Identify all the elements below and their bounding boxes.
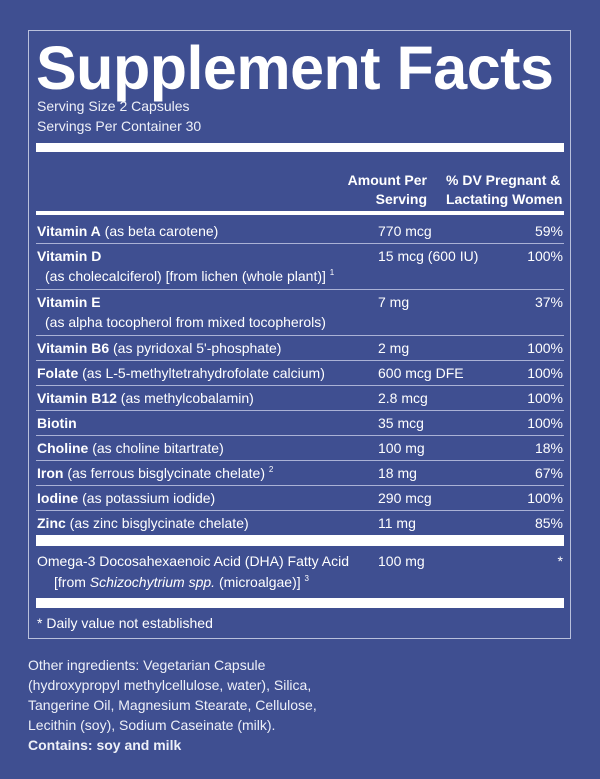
source-organism: Schizochytrium spp. <box>89 574 216 590</box>
nutrient-row: Vitamin A (as beta carotene) 770 mcg 59% <box>36 219 564 244</box>
nutrient-name: Iodine (as potassium iodide) <box>37 490 215 506</box>
dv-header-line2: Lactating Women <box>446 191 563 207</box>
source-prefix: [from <box>54 574 90 590</box>
nutrient-label: Folate <box>37 365 79 381</box>
nutrient-name: Iron (as ferrous bisglycinate chelate) 2 <box>37 465 273 481</box>
nutrient-label: Iodine <box>37 490 79 506</box>
nutrient-dv: 100% <box>527 340 563 356</box>
thick-divider <box>36 598 564 608</box>
nutrient-dv: 37% <box>534 294 563 310</box>
nutrient-amount: 7 mg <box>378 294 410 310</box>
nutrient-row: Zinc (as zinc bisglycinate chelate) 11 mg… <box>36 511 564 535</box>
nutrient-table: Vitamin A (as beta carotene) 770 mcg 59% Vi… <box>36 219 564 535</box>
dv-column-header: % DV Pregnant & Lactating Women <box>446 171 563 209</box>
nutrient-amount: 35 mcg <box>378 415 424 431</box>
nutrient-label: Vitamin D <box>37 248 102 264</box>
nutrient-amount: 11 mg <box>378 515 416 531</box>
daily-value-footnote: * Daily value not established <box>37 615 213 631</box>
supplement-facts-panel: Supplement Facts Serving Size 2 Capsules… <box>28 30 571 639</box>
nutrient-label: Zinc <box>37 515 66 531</box>
nutrient-row: Vitamin B6 (as pyridoxal 5'-phosphate) 2 … <box>36 336 564 361</box>
nutrient-row: Folate (as L-5-methyltetrahydrofolate ca… <box>36 361 564 386</box>
nutrient-label: Vitamin E <box>37 294 101 310</box>
nutrient-source: (as zinc bisglycinate chelate) <box>65 515 249 531</box>
allergen-statement: Contains: soy and milk <box>28 737 182 753</box>
dv-header-line1: % DV Pregnant & <box>446 172 561 188</box>
nutrient-source: (as cholecalciferol) [from lichen (whole… <box>45 268 334 284</box>
nutrient-dv: * <box>557 553 563 569</box>
nutrient-amount: 600 mcg DFE <box>378 365 464 381</box>
nutrient-source: (as pyridoxal 5'-phosphate) <box>109 340 282 356</box>
footnote-ref: 1 <box>329 268 335 277</box>
nutrient-row: Iron (as ferrous bisglycinate chelate) 2… <box>36 461 564 486</box>
servings-per-container: Servings Per Container 30 <box>37 118 202 134</box>
panel-title: Supplement Facts <box>36 34 554 102</box>
nutrient-source: (as L-5-methyltetrahydrofolate calcium) <box>78 365 325 381</box>
nutrient-amount: 100 mg <box>378 553 425 569</box>
amount-column-header: Amount Per Serving <box>348 171 427 209</box>
footnote-ref: 2 <box>268 465 274 474</box>
nutrient-dv: 59% <box>534 223 563 239</box>
nutrient-source: (as potassium iodide) <box>78 490 216 506</box>
thick-divider <box>36 535 564 546</box>
nutrient-label: Choline <box>37 440 89 456</box>
nutrient-label: Iron <box>37 465 64 481</box>
nutrient-name: Choline (as choline bitartrate) <box>37 440 224 456</box>
amount-header-line2: Serving <box>375 191 427 207</box>
nutrient-name: Biotin <box>37 415 77 431</box>
thick-divider <box>36 143 564 152</box>
other-ingredients: Other ingredients: Vegetarian Capsule (h… <box>28 657 317 733</box>
nutrient-dv: 67% <box>534 465 563 481</box>
footnote-ref: 3 <box>304 574 309 583</box>
serving-size: Serving Size 2 Capsules <box>37 98 190 114</box>
nutrient-source: (as alpha tocopherol from mixed tocopher… <box>45 314 326 330</box>
other-ingredients-block: Other ingredients: Vegetarian Capsule (h… <box>28 655 348 755</box>
nutrient-source-text: (as cholecalciferol) [from lichen (whole… <box>45 268 326 284</box>
nutrient-label: Vitamin B6 <box>37 340 110 356</box>
nutrient-label: Vitamin A <box>37 223 101 239</box>
nutrient-amount: 15 mcg (600 IU) <box>378 248 479 264</box>
nutrient-dv: 100% <box>527 390 563 406</box>
nutrient-dv: 100% <box>527 490 563 506</box>
nutrient-source: (as ferrous bisglycinate chelate) <box>63 465 265 481</box>
nutrient-name: Vitamin E <box>37 294 101 310</box>
nutrient-dv: 100% <box>527 415 563 431</box>
nutrient-dv: 18% <box>534 440 563 456</box>
nutrient-source: [from Schizochytrium spp. (microalgae)] … <box>54 574 309 590</box>
nutrient-source: (as methylcobalamin) <box>116 390 254 406</box>
nutrient-row: Vitamin E (as alpha tocopherol from mixed… <box>36 290 564 336</box>
amount-header-line1: Amount Per <box>347 172 427 188</box>
nutrient-name: Omega-3 Docosahexaenoic Acid (DHA) Fatty… <box>37 553 350 569</box>
nutrient-name: Vitamin A (as beta carotene) <box>37 223 218 239</box>
nutrient-row: Vitamin B12 (as methylcobalamin) 2.8 mcg 1… <box>36 386 564 411</box>
nutrient-label: Biotin <box>37 415 77 431</box>
medium-divider <box>36 211 564 215</box>
nutrient-name: Zinc (as zinc bisglycinate chelate) <box>37 515 249 531</box>
nutrient-name: Vitamin B6 (as pyridoxal 5'-phosphate) <box>37 340 281 356</box>
nutrient-name: Vitamin B12 (as methylcobalamin) <box>37 390 254 406</box>
nutrient-amount: 770 mcg <box>378 223 432 239</box>
nutrient-name: Vitamin D <box>37 248 101 264</box>
nutrient-amount: 290 mcg <box>378 490 432 506</box>
nutrient-row: Choline (as choline bitartrate) 100 mg 18% <box>36 436 564 461</box>
nutrient-source: (as choline bitartrate) <box>88 440 224 456</box>
nutrient-row: Iodine (as potassium iodide) 290 mcg 100% <box>36 486 564 511</box>
nutrient-amount: 2.8 mcg <box>378 390 428 406</box>
nutrient-row: Biotin 35 mcg 100% <box>36 411 564 436</box>
nutrient-source: (as beta carotene) <box>100 223 219 239</box>
nutrient-dv: 85% <box>534 515 563 531</box>
nutrient-source-text: (as alpha tocopherol from mixed tocopher… <box>45 314 326 330</box>
nutrient-dv: 100% <box>527 248 563 264</box>
nutrient-amount: 100 mg <box>378 440 425 456</box>
source-suffix: (microalgae)] <box>215 574 301 590</box>
nutrient-row: Vitamin D (as cholecalciferol) [from lich… <box>36 244 564 290</box>
nutrient-name: Folate (as L-5-methyltetrahydrofolate ca… <box>37 365 325 381</box>
nutrient-amount: 2 mg <box>378 340 410 356</box>
nutrient-label: Vitamin B12 <box>37 390 117 406</box>
nutrient-amount: 18 mg <box>378 465 417 481</box>
nutrient-dv: 100% <box>527 365 563 381</box>
